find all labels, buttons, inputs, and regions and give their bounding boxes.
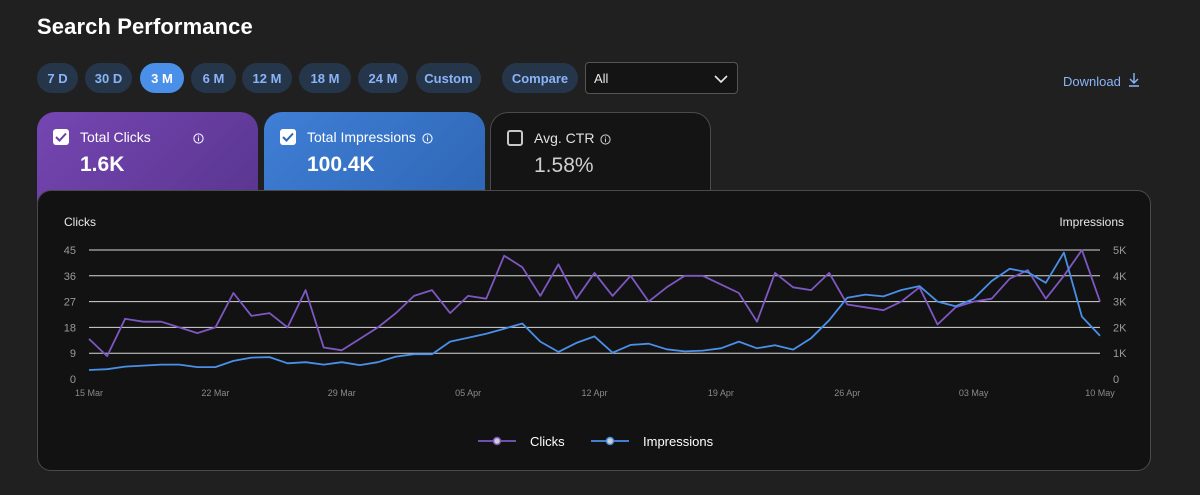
range-button-18m[interactable]: 18 M [299,63,351,93]
left-axis-title: Clicks [64,215,96,229]
download-button[interactable]: Download [1063,72,1140,90]
ctr-label: Avg. CTR [534,130,595,146]
range-button-3m[interactable]: 3 M [140,63,184,93]
ctr-checkbox[interactable] [507,130,523,146]
left-tick-label: 27 [64,297,76,309]
x-tick-label: 10 May [1085,388,1115,398]
x-tick-label: 26 Apr [834,388,860,398]
legend-label-impressions: Impressions [643,434,714,449]
right-tick-label: 1K [1113,348,1127,360]
info-icon[interactable] [422,131,433,149]
x-tick-label: 22 Mar [201,388,229,398]
x-tick-label: 05 Apr [455,388,481,398]
x-tick-label: 03 May [959,388,989,398]
left-tick-label: 18 [64,322,76,334]
left-tick-label: 0 [70,374,76,386]
series-line-impressions [88,251,1101,371]
clicks-value: 1.6K [80,153,125,176]
clicks-checkbox[interactable] [53,129,69,145]
left-tick-label: 36 [64,271,76,283]
x-tick-label: 15 Mar [75,388,103,398]
range-button-12m[interactable]: 12 M [242,63,292,93]
download-label: Download [1063,73,1121,89]
range-button-custom[interactable]: Custom [416,63,481,93]
compare-button[interactable]: Compare [502,63,578,93]
metric-card-ctr[interactable]: Avg. CTR 1.58% [490,112,711,202]
info-icon[interactable] [193,131,204,149]
page-title: Search Performance [37,14,253,39]
metric-card-clicks[interactable]: Total Clicks 1.6K [37,112,258,202]
download-icon [1128,72,1140,90]
range-button-6m[interactable]: 6 M [191,63,236,93]
range-button-24m[interactable]: 24 M [358,63,408,93]
legend-label-clicks: Clicks [530,434,565,449]
right-axis-title: Impressions [1059,215,1124,229]
legend-marker-impressions [605,436,615,446]
legend-marker-clicks [492,436,502,446]
impressions-label: Total Impressions [307,129,416,145]
right-tick-label: 3K [1113,297,1127,309]
series-line-clicks [88,249,1101,358]
right-tick-label: 0 [1113,374,1119,386]
x-tick-label: 19 Apr [708,388,734,398]
left-tick-label: 45 [64,245,76,257]
right-tick-label: 2K [1113,322,1127,334]
right-tick-label: 5K [1113,245,1127,257]
impressions-value: 100.4K [307,153,375,176]
filter-select-value: All [594,70,609,86]
metric-card-impressions[interactable]: Total Impressions 100.4K [264,112,485,202]
performance-chart-panel: Clicks Impressions 0 0 9 1K 18 2K 27 3K 36 4K 45 5K… [37,190,1151,471]
filter-select[interactable]: All [585,62,738,94]
range-button-30d[interactable]: 30 D [85,63,132,93]
range-button-7d[interactable]: 7 D [37,63,78,93]
info-icon[interactable] [600,132,611,150]
chevron-down-icon [714,72,728,87]
left-tick-label: 9 [70,348,76,360]
right-tick-label: 4K [1113,271,1127,283]
clicks-label: Total Clicks [80,129,151,145]
impressions-checkbox[interactable] [280,129,296,145]
ctr-value: 1.58% [534,154,594,177]
line-chart: 0 0 9 1K 18 2K 27 3K 36 4K 45 5K 15 Mar 22 Mar 29 Mar 0… [64,245,1127,449]
x-tick-label: 29 Mar [328,388,356,398]
x-tick-label: 12 Apr [581,388,607,398]
